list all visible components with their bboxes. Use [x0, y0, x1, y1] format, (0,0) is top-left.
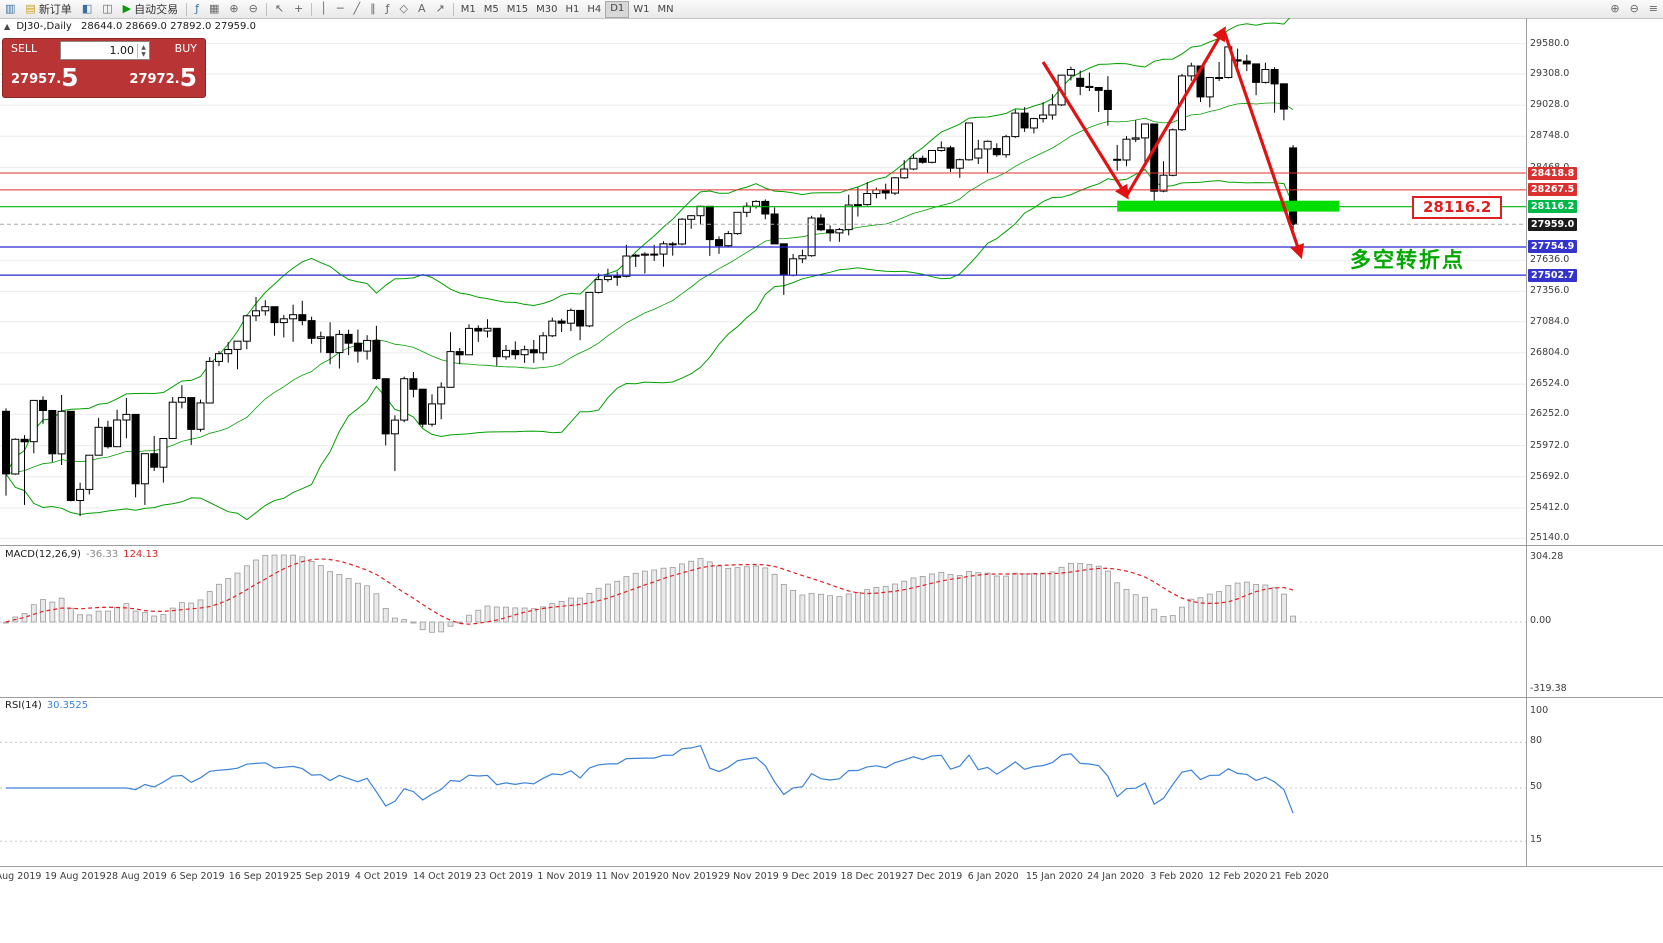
- sell-price: 27957.5: [11, 63, 79, 92]
- macd-label: MACD(12,26,9) -36.33 124.13: [5, 549, 159, 560]
- zoom-out-button-right[interactable]: ⊖: [1625, 1, 1644, 17]
- text-tool-icon: A: [417, 2, 426, 15]
- indicators-icon: ƒ: [195, 2, 199, 15]
- price-callout[interactable]: 28116.2: [1412, 196, 1503, 219]
- cursor-tool-button[interactable]: ↖: [270, 1, 289, 17]
- buy-label: BUY: [174, 42, 197, 55]
- zoom-in-icon: ⊕: [1610, 2, 1620, 15]
- zoom-out-button[interactable]: ⊖: [244, 1, 263, 17]
- tile-windows-button[interactable]: ▦: [204, 1, 224, 17]
- timeframe-m30[interactable]: M30: [536, 3, 558, 15]
- shapes-icon: ◇: [399, 2, 408, 15]
- timeframe-m15[interactable]: M15: [506, 3, 529, 15]
- timeframe-h1[interactable]: H1: [565, 3, 580, 15]
- rsi-value: 30.3525: [46, 700, 89, 711]
- timeframe-w1[interactable]: W1: [633, 3, 650, 15]
- crosshair-icon: +: [294, 2, 304, 15]
- indicators-button[interactable]: ƒ: [190, 1, 204, 17]
- arrows-tool-button[interactable]: ↗: [431, 1, 450, 17]
- chart-header: ▲ DJ30-,Daily 28644.0 28669.0 27892.0 27…: [4, 21, 256, 32]
- toolbar-separator: [311, 2, 313, 16]
- buy-price: 27972.5: [129, 63, 197, 92]
- trendline-button[interactable]: ╱: [349, 1, 366, 17]
- fibonacci-button[interactable]: ƒ: [381, 1, 395, 17]
- text-tool-button[interactable]: A: [413, 1, 431, 17]
- channel-icon: ∥: [370, 2, 376, 15]
- symbol-period-label: DJ30-,Daily: [16, 21, 72, 32]
- collapse-panel-icon[interactable]: ▲: [4, 22, 11, 31]
- toolbar-separator: [186, 2, 188, 16]
- toolbar-separator: [452, 2, 454, 16]
- main-toolbar: ▥ ▤ 新订单 ◧ ◫ ▶ 自动交易 ƒ ▦ ⊕ ⊖ ↖ + │ ─ ╱ ∥ ƒ ◇…: [0, 0, 1663, 19]
- zoom-in-button[interactable]: ⊕: [224, 1, 243, 17]
- new-order-icon: ▤: [25, 2, 36, 15]
- turning-point-note: 多空转折点: [1350, 248, 1465, 272]
- profiles-button[interactable]: ◫: [97, 1, 117, 17]
- crosshair-tool-button[interactable]: +: [289, 1, 308, 17]
- timeframe-m1[interactable]: M1: [460, 3, 476, 15]
- autotrade-play-icon: ▶: [122, 2, 132, 15]
- zoom-out-icon: ⊖: [1629, 2, 1639, 15]
- cursor-icon: ↖: [274, 2, 285, 15]
- volume-spinner[interactable]: ▲ ▼: [137, 43, 149, 58]
- app-logo-icon: ▥: [5, 2, 16, 15]
- ohlc-values: 28644.0 28669.0 27892.0 27959.0: [81, 21, 256, 32]
- volume-value: 1.00: [109, 44, 135, 57]
- timeframe-mn[interactable]: MN: [657, 3, 674, 15]
- autotrade-button[interactable]: ▶ 自动交易: [122, 2, 179, 16]
- arrows-tool-icon: ↗: [435, 2, 445, 15]
- timeframe-m5[interactable]: M5: [483, 3, 499, 15]
- fibonacci-icon: ƒ: [385, 2, 390, 15]
- new-order-button[interactable]: ▤ 新订单: [25, 2, 72, 16]
- vertical-line-icon: │: [320, 2, 327, 15]
- horizontal-line-icon: ─: [336, 2, 344, 15]
- zoom-out-icon: ⊖: [248, 2, 258, 15]
- shapes-button[interactable]: ◇: [395, 1, 413, 17]
- tile-windows-icon: ▦: [208, 2, 220, 15]
- volume-input[interactable]: 1.00 ▲ ▼: [60, 41, 150, 60]
- macd-signal-value: 124.13: [123, 549, 159, 560]
- channel-button[interactable]: ∥: [365, 1, 381, 17]
- profiles-icon: ◫: [102, 2, 113, 15]
- one-click-trading-panel: SELL 27957.5 BUY 27972.5 1.00 ▲ ▼: [2, 38, 206, 98]
- zoom-in-button-right[interactable]: ⊕: [1605, 1, 1624, 17]
- timeframe-d1[interactable]: D1: [605, 0, 630, 18]
- horizontal-line-button[interactable]: ─: [332, 1, 349, 17]
- toolbar-separator: [265, 2, 267, 16]
- vertical-line-button[interactable]: │: [315, 1, 332, 17]
- macd-value: -36.33: [85, 549, 119, 560]
- timeframe-h4[interactable]: H4: [587, 3, 602, 15]
- toolbar-menu-button[interactable]: ≡: [1644, 1, 1663, 17]
- chart-window-icon: ◧: [81, 2, 93, 15]
- chart-window-button[interactable]: ◧: [77, 1, 97, 17]
- sell-label: SELL: [11, 42, 38, 55]
- trendline-icon: ╱: [353, 2, 361, 15]
- rsi-label: RSI(14) 30.3525: [5, 700, 89, 711]
- menu-icon: ≡: [1648, 2, 1658, 15]
- zoom-in-icon: ⊕: [229, 2, 239, 15]
